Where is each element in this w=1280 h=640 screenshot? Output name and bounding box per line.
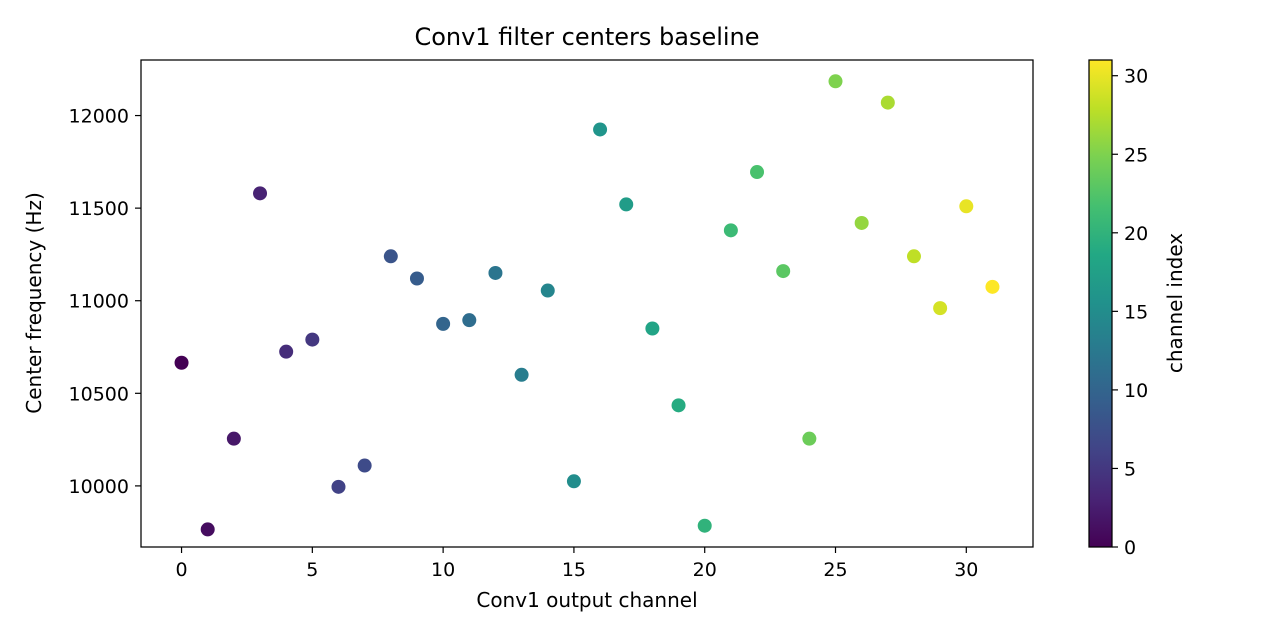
data-point <box>933 301 948 316</box>
y-tick-label: 11000 <box>69 291 129 313</box>
colorbar-tick-label: 5 <box>1124 458 1136 480</box>
colorbar-tick-label: 30 <box>1124 66 1148 88</box>
data-points <box>174 74 1000 537</box>
data-point <box>514 367 529 382</box>
plot-area <box>140 59 1034 548</box>
colorbar-tick-label: 0 <box>1124 537 1136 559</box>
data-point <box>566 474 581 489</box>
colorbar-ticks: 0 5 10 15 20 25 30 <box>1112 66 1148 559</box>
data-point <box>828 74 843 89</box>
colorbar-tick-label: 15 <box>1124 301 1148 323</box>
y-tick-label: 11500 <box>69 198 129 220</box>
x-tick-label: 15 <box>562 559 586 581</box>
data-point <box>697 518 712 533</box>
x-axis-label: Conv1 output channel <box>476 588 697 612</box>
data-point <box>750 165 765 180</box>
data-point <box>985 279 1000 294</box>
y-tick-label: 10500 <box>69 383 129 405</box>
x-tick-label: 25 <box>823 559 847 581</box>
data-point <box>880 95 895 110</box>
y-tick-label: 12000 <box>69 106 129 128</box>
colorbar: 0 5 10 15 20 25 30 channel index <box>1088 59 1187 559</box>
data-point <box>331 479 346 494</box>
data-point <box>200 522 215 537</box>
data-point <box>802 431 817 446</box>
plot-background <box>141 60 1033 547</box>
data-point <box>409 271 424 286</box>
colorbar-gradient <box>1089 60 1112 547</box>
x-tick-label: 0 <box>175 559 187 581</box>
x-tick-label: 20 <box>693 559 717 581</box>
data-point <box>383 249 398 264</box>
chart-title: Conv1 filter centers baseline <box>414 23 759 51</box>
y-axis: 10000 10500 11000 11500 12000 <box>69 106 141 498</box>
data-point <box>279 344 294 359</box>
data-point <box>906 249 921 264</box>
x-axis: 0 5 10 15 20 25 30 <box>175 547 978 581</box>
data-point <box>253 186 268 201</box>
data-point <box>723 223 738 238</box>
data-point <box>226 431 241 446</box>
data-point <box>357 458 372 473</box>
colorbar-tick-label: 25 <box>1124 144 1148 166</box>
data-point <box>436 316 451 331</box>
x-tick-label: 5 <box>306 559 318 581</box>
colorbar-tick-label: 20 <box>1124 223 1148 245</box>
x-tick-label: 30 <box>954 559 978 581</box>
x-tick-label: 10 <box>431 559 455 581</box>
data-point <box>305 332 320 347</box>
colorbar-label: channel index <box>1163 233 1187 373</box>
data-point <box>174 355 189 370</box>
data-point <box>488 265 503 280</box>
colorbar-frame <box>1088 59 1113 548</box>
colorbar-tick-label: 10 <box>1124 380 1148 402</box>
data-point <box>776 264 791 279</box>
y-tick-label: 10000 <box>69 476 129 498</box>
data-point <box>462 313 477 328</box>
data-point <box>959 199 974 214</box>
y-axis-label: Center frequency (Hz) <box>22 192 46 413</box>
data-point <box>540 283 555 298</box>
plot-frame <box>140 59 1034 548</box>
data-point <box>854 215 869 230</box>
data-point <box>593 122 608 137</box>
data-point <box>619 197 634 212</box>
data-point <box>671 398 686 413</box>
data-point <box>645 321 660 336</box>
